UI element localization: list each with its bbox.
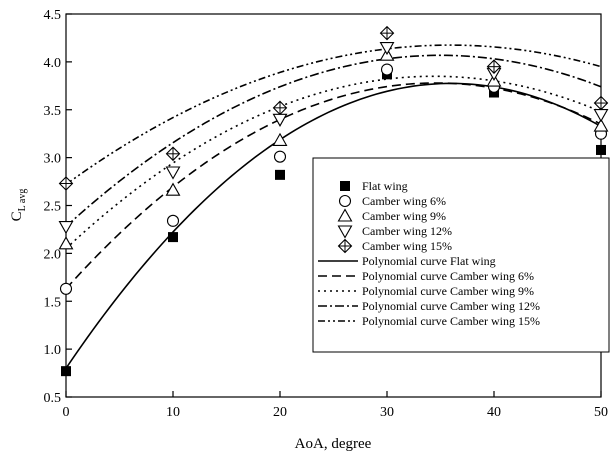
y-axis-label-main: C	[9, 211, 25, 221]
data-point-series-5	[58, 176, 74, 191]
legend-symbol	[337, 225, 353, 239]
data-point-series-3	[593, 118, 609, 132]
polynomial-curves	[65, 44, 602, 369]
curve-line-5	[65, 44, 602, 186]
legend-label: Camber wing 9%	[362, 209, 446, 223]
x-tick-label: 50	[594, 405, 608, 420]
curve-line-4	[65, 54, 602, 228]
data-point-series-2	[59, 282, 73, 295]
legend-label: Polynomial curve Flat wing	[362, 254, 496, 268]
legend-label: Camber wing 12%	[362, 224, 452, 238]
y-tick-label: 0.5	[44, 391, 62, 406]
x-tick-label: 30	[380, 405, 394, 420]
legend-symbol	[338, 194, 352, 208]
data-point-series-2	[273, 150, 287, 163]
y-tick-label: 1.0	[44, 343, 62, 358]
data-point-series-4	[593, 108, 609, 123]
data-point-series-5	[165, 146, 181, 162]
y-axis-label: CL avg	[9, 189, 28, 222]
x-tick-label: 0	[63, 405, 70, 420]
data-point-series-3	[165, 182, 181, 196]
legend-label: Polynomial curve Camber wing 6%	[362, 269, 534, 283]
data-point-series-5	[379, 25, 395, 41]
data-point-series-4	[379, 41, 395, 56]
data-point-series-2	[166, 214, 180, 227]
data-point-series-1	[275, 169, 285, 180]
legend-label: Camber wing 6%	[362, 194, 446, 208]
legend-box	[312, 157, 610, 353]
y-tick-label: 3.5	[44, 104, 62, 119]
legend-label: Camber wing 15%	[362, 239, 452, 253]
x-tick-label: 20	[273, 405, 287, 420]
data-point-series-1	[596, 144, 606, 155]
legend-label: Polynomial curve Camber wing 9%	[362, 284, 534, 298]
x-tick-label: 40	[487, 405, 501, 420]
legend-label: Flat wing	[362, 179, 408, 193]
data-point-series-1	[168, 232, 178, 243]
y-tick-label: 3.0	[44, 152, 62, 167]
y-tick-label: 1.5	[44, 295, 62, 310]
legend-label: Polynomial curve Camber wing 12%	[362, 299, 540, 313]
y-axis-label-sub: L avg	[17, 189, 28, 212]
x-tick-label: 10	[166, 405, 180, 420]
legend-label: Polynomial curve Camber wing 15%	[362, 314, 540, 328]
data-point-series-3	[58, 236, 74, 250]
y-tick-label: 2.5	[44, 200, 62, 215]
curve-line-2	[65, 82, 602, 290]
data-point-series-3	[272, 132, 288, 146]
legend-symbol	[340, 181, 350, 191]
legend-symbol	[337, 238, 353, 254]
curve-line-3	[65, 75, 602, 250]
data-point-series-5	[486, 59, 502, 74]
data-point-series-4	[272, 113, 288, 127]
data-point-series-4	[58, 221, 74, 235]
y-tick-label: 2.0	[44, 247, 62, 262]
legend-symbol	[337, 208, 353, 222]
axis-ticks: 0 10 20 30 40 50 0.5 1.0 1.5 2.0 2.5 3.0 3.5 4.0 4.5	[44, 8, 609, 420]
data-point-series-5	[272, 100, 288, 116]
y-tick-label: 4.0	[44, 56, 62, 71]
data-point-series-5	[593, 95, 609, 111]
curve-line-1	[65, 82, 602, 369]
data-point-series-2	[380, 63, 394, 76]
x-axis-label: AoA, degree	[295, 436, 372, 452]
data-points	[58, 25, 609, 377]
data-point-series-1	[61, 366, 71, 377]
data-point-series-4	[165, 166, 181, 180]
y-tick-label: 4.5	[44, 8, 62, 23]
